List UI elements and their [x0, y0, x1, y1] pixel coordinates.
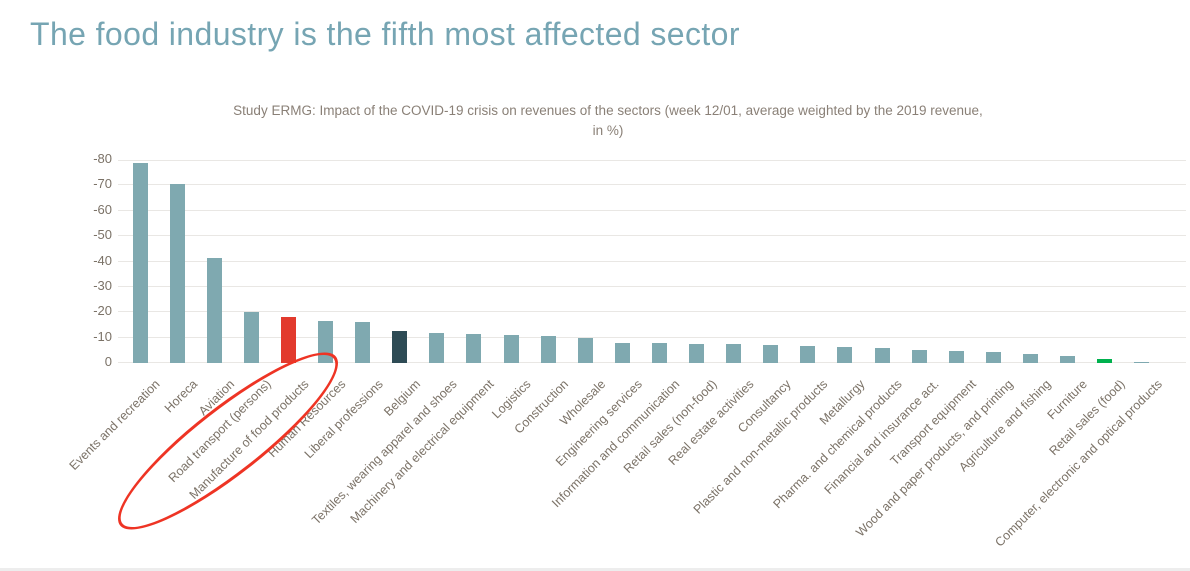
bar-machinery-and-electrical-equipment: [466, 333, 482, 363]
xlabel-horeca: Horeca: [161, 377, 201, 416]
bar-wholesale: [577, 337, 593, 363]
y-axis-tick-label: -20: [93, 303, 112, 319]
bar-financial-and-insurance-act: [911, 349, 927, 363]
bar-manufacture-of-food-products: [280, 317, 296, 363]
bar-pharma-and-chemical-products: [874, 347, 890, 363]
bottom-edge-strip: [0, 568, 1190, 571]
bar-aviation: [206, 257, 222, 363]
bar-furniture: [1060, 355, 1075, 363]
bar-liberal-professions: [355, 322, 371, 363]
bar-wood-and-paper-products-and-printing: [985, 352, 1001, 363]
bar-logistics: [503, 335, 519, 363]
y-axis-tick-label: -40: [93, 252, 112, 268]
y-axis-tick-label: -30: [93, 277, 112, 293]
gridline--10: [118, 336, 1186, 338]
chart-subtitle-line2: in %): [592, 123, 624, 139]
bar-computer-electronic-and-optical-products: [1134, 361, 1150, 363]
bar-real-estate-activities: [726, 344, 742, 363]
page-title: The food industry is the fifth most affe…: [30, 16, 740, 52]
gridline--40: [118, 260, 1186, 262]
bar-retail-sales-non-food: [689, 344, 704, 363]
xlabel-events-and-recreation: Events and recreation: [67, 377, 163, 473]
bar-information-and-communication: [651, 343, 667, 363]
chart-subtitle: Study ERMG: Impact of the COVID-19 crisi…: [26, 101, 1190, 142]
bar-agriculture-and-fishing: [1022, 353, 1038, 363]
gridline--30: [118, 285, 1186, 287]
bar-plastic-and-non-metallic-products: [800, 346, 816, 363]
bar-construction: [540, 336, 556, 363]
y-axis-tick-label: -70: [93, 176, 112, 192]
gridline--70: [118, 184, 1186, 186]
y-axis-tick-label: -50: [93, 227, 112, 243]
gridline--60: [118, 209, 1186, 211]
y-axis-tick-label: -60: [93, 201, 112, 217]
bar-chart-plot-area: -80 -70 -60 -50 -40 -30 -20 -10 0: [0, 151, 1190, 369]
y-axis-tick-label: 0: [104, 354, 112, 369]
gridline--50: [118, 235, 1186, 237]
bar-retail-sales-food: [1097, 359, 1113, 363]
bar-belgium: [392, 331, 408, 363]
gridline--20: [118, 311, 1186, 313]
x-axis-labels: Events and recreation Horeca Aviation Road …: [0, 371, 1190, 571]
bar-metallurgy: [837, 347, 853, 363]
bar-consultancy: [763, 345, 779, 363]
bar-textiles-wearing-apparel-and-shoes: [429, 332, 445, 363]
bar-road-transport-persons: [243, 312, 259, 363]
bar-human-resources: [318, 321, 333, 363]
bar-horeca: [169, 184, 185, 363]
y-axis-tick-label: -10: [93, 328, 112, 344]
y-axis-tick-label: -80: [93, 151, 112, 166]
chart-subtitle-line1: Study ERMG: Impact of the COVID-19 crisi…: [233, 103, 983, 118]
bar-engineering-services: [614, 342, 630, 363]
gridline--80: [118, 160, 1186, 161]
bar-events-and-recreation: [132, 162, 148, 363]
bar-transport-equipment: [948, 351, 964, 363]
